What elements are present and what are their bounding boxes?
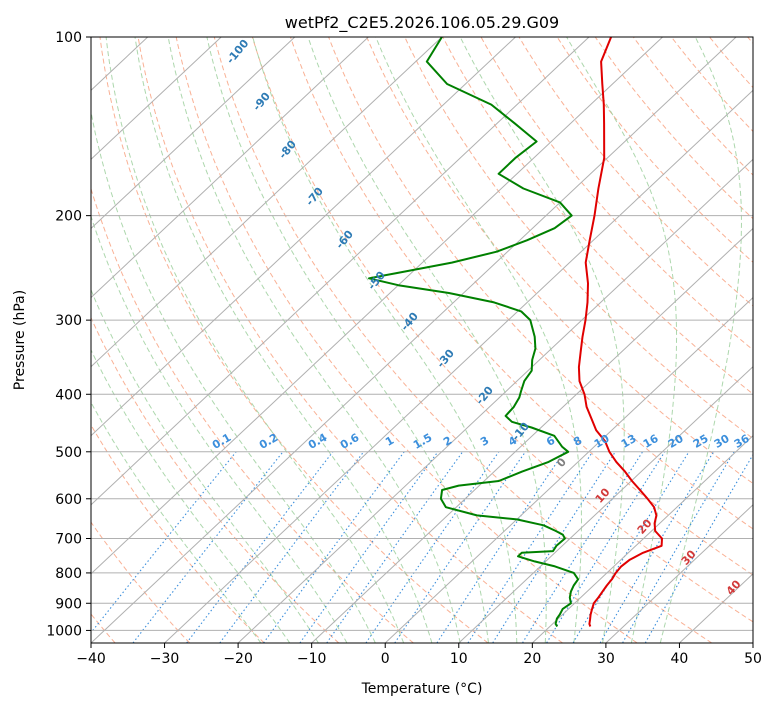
dry-adiabat-line (91, 187, 414, 643)
mixing-ratio-line (365, 451, 500, 643)
x-tick-label: −10 (297, 651, 327, 667)
dry-adiabat-line (91, 521, 191, 643)
moist-adiabat-line (252, 37, 518, 643)
moist-adiabat-line (459, 37, 625, 643)
y-tick-label: 400 (55, 387, 82, 403)
isotherm-line (91, 37, 590, 506)
dry-adiabat-line (366, 37, 753, 485)
moist-adiabat-line (91, 401, 262, 643)
dry-adiabat-line (91, 424, 265, 643)
dry-adiabat-line (480, 37, 753, 351)
x-tick-label: 10 (450, 651, 468, 667)
y-tick-label: 900 (55, 596, 82, 612)
moist-adiabat-line (91, 288, 319, 643)
moist-adiabat-line (91, 109, 376, 643)
y-tick-label: 600 (55, 492, 82, 508)
x-tick-label: 30 (597, 651, 615, 667)
plot-frame (90, 36, 754, 644)
y-tick-label: 200 (55, 209, 82, 225)
isotherm-line (0, 37, 1, 643)
dry-adiabat-line (99, 37, 489, 643)
x-tick-label: 0 (381, 651, 390, 667)
temperature-profile-line (577, 37, 663, 627)
mixing-ratio-line (546, 451, 666, 643)
dry-adiabat-line (137, 37, 563, 643)
moist-adiabat-line (105, 37, 405, 643)
isotherm-line (91, 37, 443, 368)
x-tick-label: 50 (744, 651, 762, 667)
dry-adiabat-line (556, 37, 753, 263)
x-axis-ticks: −40 −30 −20 −10 0 10 20 30 40 50 (76, 643, 762, 667)
mixing-ratio-line (326, 451, 464, 643)
mixing-ratio-line (299, 451, 439, 643)
grid (0, 37, 753, 643)
dry-adiabat-line (175, 37, 638, 643)
x-tick-label: −20 (223, 651, 253, 667)
isotherm-line (91, 37, 516, 437)
isotherm-line (91, 37, 296, 230)
plot-area (91, 37, 753, 643)
isotherm-line (91, 37, 369, 299)
dry-adiabat-line (442, 37, 753, 395)
isotherm-line (91, 37, 737, 643)
isotherm-line (458, 365, 753, 643)
isotherm-line (91, 37, 663, 575)
y-tick-label: 1000 (46, 623, 82, 639)
x-tick-label: −30 (150, 651, 180, 667)
mixing-ratio-line (467, 451, 594, 643)
y-tick-label: 300 (55, 313, 82, 329)
moist-adiabat-line (659, 37, 743, 643)
x-tick-label: 40 (671, 651, 689, 667)
mixing-ratio-line (572, 451, 690, 643)
mixing-ratio-line (436, 451, 565, 643)
profiles (368, 37, 663, 628)
dry-adiabat-line (251, 37, 753, 623)
dewpoint-profile-line (368, 37, 580, 628)
y-axis-ticks: 1000 900 800 700 600 500 400 300 200 100 (46, 30, 91, 639)
isotherm-line (91, 37, 222, 160)
isotherm-line (237, 158, 753, 643)
mixing-ratio-line (219, 451, 365, 643)
isotherm-line (384, 296, 753, 643)
background-lines (91, 37, 753, 643)
moist-adiabat-line (167, 37, 461, 643)
dry-adiabat-line (213, 37, 713, 643)
y-tick-label: 700 (55, 532, 82, 548)
isotherm-line (164, 89, 753, 643)
y-axis-label: Pressure (hPa) (12, 290, 28, 390)
moist-adiabat-line (566, 37, 678, 643)
mixing-ratio-line (263, 451, 405, 643)
x-axis-label: Temperature (°C) (361, 681, 483, 697)
dry-adiabat-line (328, 37, 753, 530)
y-tick-label: 100 (55, 30, 82, 46)
isotherm-line (605, 504, 753, 643)
y-tick-label: 800 (55, 566, 82, 582)
dry-adiabat-line (594, 37, 753, 220)
moist-adiabat-line (91, 214, 348, 643)
dry-adiabat-line (91, 316, 340, 643)
moist-adiabat-line (134, 37, 433, 643)
dry-adiabat-line (290, 37, 753, 576)
x-tick-label: −40 (76, 651, 106, 667)
isotherm-line (752, 642, 753, 643)
chart-title: wetPf2_C2E5.2026.106.05.29.G09 (285, 13, 559, 33)
moist-adiabat-line (206, 37, 489, 643)
isotherm-line (531, 435, 753, 643)
isotherm-line (311, 227, 753, 643)
moist-adiabat-line (307, 37, 547, 643)
y-tick-label: 500 (55, 445, 82, 461)
moist-adiabat-line (91, 348, 291, 643)
x-tick-label: 20 (523, 651, 541, 667)
mixing-ratio-line (91, 451, 237, 634)
